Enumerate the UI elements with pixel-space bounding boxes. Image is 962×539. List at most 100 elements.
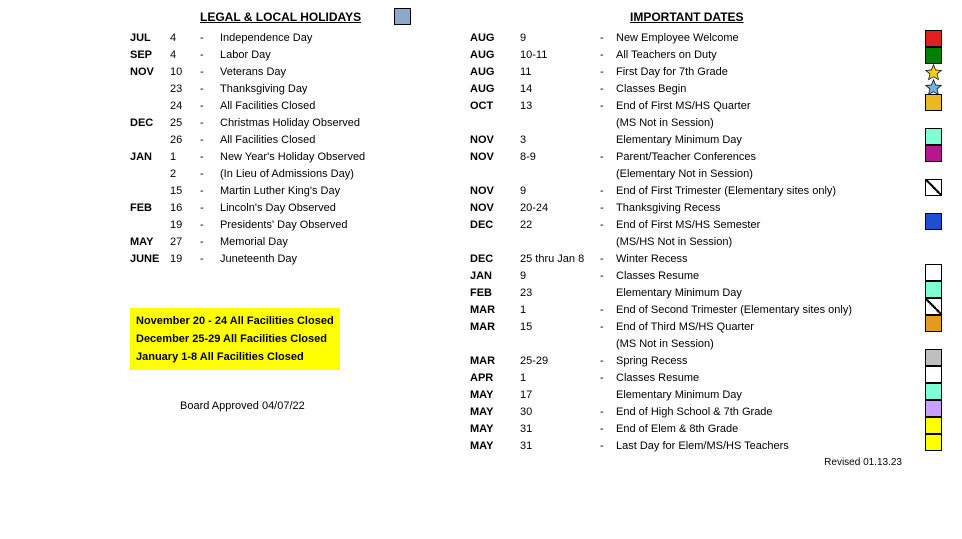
month-cell: DEC	[470, 217, 520, 234]
dash-cell: -	[600, 200, 616, 217]
month-cell: MAY	[470, 438, 520, 455]
month-cell: FEB	[130, 200, 170, 217]
marker-icon	[925, 64, 940, 79]
desc-cell: (Elementary Not in Session)	[616, 166, 962, 183]
dash-cell: -	[200, 166, 220, 183]
dash-cell: -	[200, 98, 220, 115]
dash-cell: -	[200, 149, 220, 166]
legal-rows: JUL4-Independence DaySEP4-Labor DayNOV10…	[130, 30, 460, 268]
important-row: AUG9-New Employee Welcome	[470, 30, 962, 47]
important-row: (MS Not in Session)	[470, 115, 962, 132]
marker-icon	[925, 213, 942, 230]
day-cell: 9	[520, 183, 600, 200]
day-cell: 8-9	[520, 149, 600, 166]
legend-swatch	[394, 8, 411, 25]
legal-row: 23-Thanksgiving Day	[130, 81, 460, 98]
legal-row: SEP4-Labor Day	[130, 47, 460, 64]
day-cell: 1	[520, 302, 600, 319]
legal-row: JAN1-New Year's Holiday Observed	[130, 149, 460, 166]
day-cell: 14	[520, 81, 600, 98]
desc-cell: Last Day for Elem/MS/HS Teachers	[616, 438, 962, 455]
month-cell: AUG	[470, 64, 520, 81]
month-cell: MAY	[130, 234, 170, 251]
important-row: AUG14-Classes Begin	[470, 81, 962, 98]
highlight-line: December 25-29 All Facilities Closed	[136, 330, 334, 348]
desc-cell: End of First MS/HS Quarter	[616, 98, 962, 115]
desc-cell: All Facilities Closed	[220, 98, 460, 115]
desc-cell: End of Elem & 8th Grade	[616, 421, 962, 438]
marker-icon	[925, 128, 942, 145]
important-row: (MS Not in Session)	[470, 336, 962, 353]
day-cell: 9	[520, 268, 600, 285]
important-row: (Elementary Not in Session)	[470, 166, 962, 183]
month-cell: MAY	[470, 421, 520, 438]
desc-cell: Spring Recess	[616, 353, 962, 370]
day-cell: 16	[170, 200, 200, 217]
board-approved: Board Approved 04/07/22	[180, 400, 460, 412]
day-cell: 30	[520, 404, 600, 421]
dash-cell: -	[200, 234, 220, 251]
month-cell: JUL	[130, 30, 170, 47]
day-cell: 23	[170, 81, 200, 98]
month-cell: MAR	[470, 302, 520, 319]
important-row: (MS/HS Not in Session)	[470, 234, 962, 251]
important-heading: IMPORTANT DATES	[630, 10, 744, 24]
dash-cell: -	[200, 132, 220, 149]
desc-cell: Juneteenth Day	[220, 251, 460, 268]
day-cell: 31	[520, 438, 600, 455]
important-row: MAY31-End of Elem & 8th Grade	[470, 421, 962, 438]
day-cell: 2	[170, 166, 200, 183]
month-cell: JAN	[130, 149, 170, 166]
day-cell: 13	[520, 98, 600, 115]
legal-row: 19-Presidents' Day Observed	[130, 217, 460, 234]
desc-cell: Memorial Day	[220, 234, 460, 251]
dash-cell: -	[200, 81, 220, 98]
marker-icon	[925, 366, 942, 383]
important-row: NOV3Elementary Minimum Day	[470, 132, 962, 149]
desc-cell: Classes Resume	[616, 370, 962, 387]
desc-cell: Christmas Holiday Observed	[220, 115, 460, 132]
day-cell: 9	[520, 30, 600, 47]
day-cell: 27	[170, 234, 200, 251]
marker-icon	[925, 417, 942, 434]
desc-cell: Elementary Minimum Day	[616, 132, 962, 149]
day-cell: 1	[170, 149, 200, 166]
day-cell: 15	[170, 183, 200, 200]
marker-icon	[925, 383, 942, 400]
month-cell: JUNE	[130, 251, 170, 268]
marker-icon	[925, 400, 942, 417]
dash-cell: -	[600, 319, 616, 336]
day-cell: 25-29	[520, 353, 600, 370]
day-cell: 4	[170, 47, 200, 64]
dash-cell: -	[600, 64, 616, 81]
desc-cell: (MS Not in Session)	[616, 115, 962, 132]
month-cell: NOV	[470, 183, 520, 200]
desc-cell: Veterans Day	[220, 64, 460, 81]
important-row: MAR1-End of Second Trimester (Elementary…	[470, 302, 962, 319]
dash-cell: -	[600, 421, 616, 438]
marker-column	[925, 30, 942, 451]
month-cell: DEC	[470, 251, 520, 268]
legal-row: DEC25-Christmas Holiday Observed	[130, 115, 460, 132]
day-cell: 17	[520, 387, 600, 404]
legal-row: 15-Martin Luther King's Day	[130, 183, 460, 200]
desc-cell: End of First Trimester (Elementary sites…	[616, 183, 962, 200]
marker-icon	[925, 315, 942, 332]
desc-cell: Labor Day	[220, 47, 460, 64]
dash-cell: -	[600, 183, 616, 200]
marker-icon	[925, 30, 942, 47]
day-cell: 26	[170, 132, 200, 149]
day-cell: 24	[170, 98, 200, 115]
day-cell: 19	[170, 251, 200, 268]
month-cell: NOV	[470, 149, 520, 166]
legal-row: NOV10-Veterans Day	[130, 64, 460, 81]
marker-icon	[925, 47, 942, 64]
important-row: APR1-Classes Resume	[470, 370, 962, 387]
day-cell: 20-24	[520, 200, 600, 217]
desc-cell: All Facilities Closed	[220, 132, 460, 149]
month-cell: MAR	[470, 319, 520, 336]
desc-cell: Elementary Minimum Day	[616, 387, 962, 404]
month-cell: APR	[470, 370, 520, 387]
dash-cell: -	[200, 47, 220, 64]
dash-cell: -	[200, 30, 220, 47]
